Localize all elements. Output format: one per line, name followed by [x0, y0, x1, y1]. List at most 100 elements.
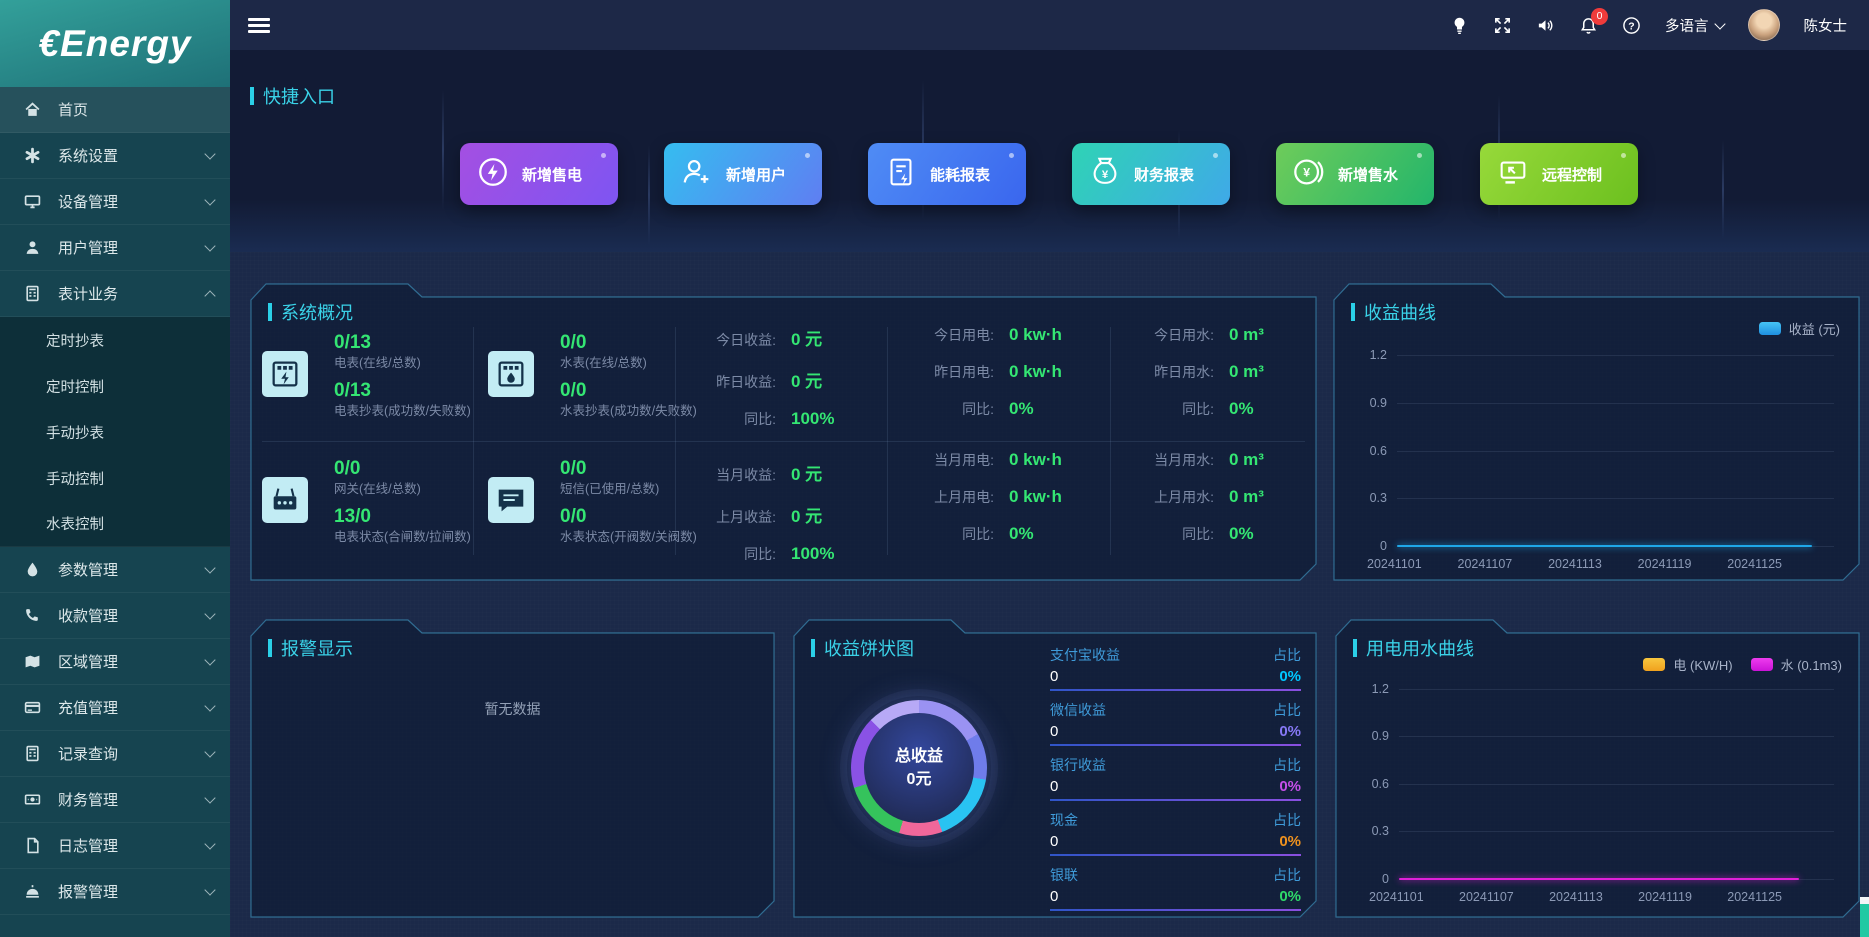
usage-chart-plot: 1.2 0.9 0.6 0.3 0 20241101 20241107 2024… — [1369, 682, 1834, 904]
bell-icon[interactable]: 0 — [1579, 7, 1608, 35]
kv-value: 0 元 — [791, 372, 823, 391]
revenue-curve-panel: 收益曲线 收益 (元) 1.2 0.9 0.6 0.3 0 20241101 2… — [1333, 283, 1860, 581]
stat-label: 水表抄表(成功数/失败数) — [560, 404, 697, 418]
hamburger-menu-icon[interactable] — [248, 17, 270, 33]
page-scrollbar-thumb[interactable] — [1860, 897, 1869, 937]
quick-entry-buttons: 新增售电 新增用户 能耗报表 ¥ 财务报表 ¥ 新增售水 — [460, 143, 1638, 205]
kv-label: 同比: — [1182, 526, 1214, 542]
sidebar-item-system-settings[interactable]: 系统设置 — [0, 133, 230, 179]
x-axis-labels: 20241101 20241107 20241113 20241119 2024… — [1367, 557, 1782, 571]
electric-meter-icon — [262, 351, 308, 397]
kv-value: 0 元 — [791, 507, 823, 526]
svg-text:?: ? — [1628, 21, 1634, 32]
divider — [887, 327, 888, 555]
revenue-chart-plot: 1.2 0.9 0.6 0.3 0 20241101 20241107 2024… — [1367, 348, 1834, 571]
avatar[interactable] — [1747, 9, 1780, 41]
kv-label: 今日用电: — [934, 327, 994, 343]
finance-report-button[interactable]: ¥ 财务报表 — [1072, 143, 1230, 205]
kv-value: 0 m³ — [1229, 325, 1264, 344]
pie-row-unionpay: 银联 占比 0 0% — [1050, 865, 1301, 911]
subitem-label: 手动控制 — [46, 471, 104, 488]
revenue-legend-item[interactable]: 收益 (元) — [1758, 319, 1840, 338]
sidebar-item-finance-mgmt[interactable]: 财务管理 — [0, 777, 230, 823]
finance-icon — [24, 791, 44, 809]
kv-value: 0 kw·h — [1009, 325, 1062, 344]
water-meter-icon — [488, 351, 534, 397]
sidebar-item-collection-mgmt[interactable]: 收款管理 — [0, 593, 230, 639]
pie-row-pct: 0% — [1279, 668, 1301, 685]
sidebar-item-alarm-mgmt[interactable]: 报警管理 — [0, 869, 230, 915]
revenue-pie-panel: 收益饼状图 总收益 0元 支付宝收益 占比 0 0% 微信收益 占比 0 0% 银行收 — [793, 619, 1317, 918]
chevron-down-icon — [204, 240, 216, 252]
y-tick: 1.2 — [1369, 348, 1387, 362]
energy-report-icon — [884, 155, 918, 193]
sidebar-item-home[interactable]: 首页 — [0, 87, 230, 133]
sidebar-item-label: 系统设置 — [58, 148, 119, 165]
water-legend-item[interactable]: 水 (0.1m3) — [1750, 655, 1842, 674]
settings-icon — [24, 147, 44, 165]
sidebar-item-record-query[interactable]: 记录查询 — [0, 731, 230, 777]
y-tick: 0.9 — [1371, 729, 1389, 743]
language-selector[interactable]: 多语言 — [1665, 15, 1726, 36]
system-overview-title: 系统概况 — [268, 299, 353, 325]
kv-label: 当月用水: — [1154, 452, 1214, 468]
pie-row-value: 0 — [1050, 668, 1059, 685]
sidebar-item-area-mgmt[interactable]: 区域管理 — [0, 639, 230, 685]
remote-control-button[interactable]: 远程控制 — [1480, 143, 1638, 205]
y-tick: 0.6 — [1371, 777, 1389, 791]
x-tick: 20241107 — [1459, 890, 1514, 904]
sidebar-subitem-scheduled-reading[interactable]: 定时抄表 — [0, 317, 230, 363]
sidebar-item-label: 用户管理 — [58, 240, 119, 257]
sidebar-item-label: 收款管理 — [58, 608, 119, 625]
sidebar-item-label: 充值管理 — [58, 700, 119, 717]
sidebar-subitem-manual-control[interactable]: 手动控制 — [0, 455, 230, 501]
kv-value: 0 m³ — [1229, 450, 1264, 469]
sidebar-item-log-mgmt[interactable]: 日志管理 — [0, 823, 230, 869]
map-icon — [24, 653, 44, 671]
kv-label: 上月用水: — [1154, 489, 1214, 505]
pie-row-pct: 0% — [1279, 833, 1301, 850]
kv-value: 0% — [1009, 399, 1034, 418]
sidebar-item-parameter-mgmt[interactable]: 参数管理 — [0, 547, 230, 593]
sidebar-item-meter-business[interactable]: 表计业务 — [0, 271, 230, 317]
sidebar-item-user-mgmt[interactable]: 用户管理 — [0, 225, 230, 271]
legend-label: 电 (KW/H) — [1673, 658, 1733, 673]
sidebar-subitem-scheduled-control[interactable]: 定时控制 — [0, 363, 230, 409]
kv-value: 0% — [1229, 524, 1254, 543]
quick-button-label: 财务报表 — [1134, 166, 1195, 184]
pie-row-label: 银行收益 — [1050, 757, 1106, 773]
svg-text:¥: ¥ — [1303, 166, 1310, 180]
coin-yuan-icon: ¥ — [1292, 155, 1326, 193]
sidebar-subitem-manual-reading[interactable]: 手动抄表 — [0, 409, 230, 455]
sidebar-item-label: 设备管理 — [58, 194, 119, 211]
x-tick: 20241101 — [1369, 890, 1424, 904]
energy-report-button[interactable]: 能耗报表 — [868, 143, 1026, 205]
x-tick: 20241113 — [1549, 890, 1603, 904]
ratio-label: 占比 — [1273, 812, 1301, 828]
fullscreen-icon[interactable] — [1493, 16, 1512, 35]
topbar: 0 ? 多语言 陈女士 — [230, 0, 1869, 50]
legend-label: 收益 (元) — [1788, 322, 1840, 337]
add-electricity-sale-button[interactable]: 新增售电 — [460, 143, 618, 205]
lightbulb-icon[interactable] — [1450, 16, 1469, 35]
y-tick: 0 — [1382, 872, 1389, 886]
system-overview-panel: 系统概况 0/13 电表(在线/总数) 0/13 电表抄表(成功数/失败数) — [250, 283, 1317, 581]
electricity-stats-column: 今日用电: 0 kw·h 昨日用电: 0 kw·h 同比: 0% 当月用电: 0 kw·… — [898, 325, 1110, 561]
sidebar-item-recharge-mgmt[interactable]: 充值管理 — [0, 685, 230, 731]
help-icon[interactable]: ? — [1622, 16, 1641, 35]
water-stats-column: 今日用水: 0 m³ 昨日用水: 0 m³ 同比: 0% 当月用水: 0 m³ 上月用水… — [1118, 325, 1330, 561]
kv-label: 同比: — [962, 401, 994, 417]
add-user-button[interactable]: 新增用户 — [664, 143, 822, 205]
electricity-legend-item[interactable]: 电 (KW/H) — [1643, 655, 1733, 674]
kv-value: 0 元 — [791, 465, 823, 484]
stat-label: 电表抄表(成功数/失败数) — [334, 404, 471, 418]
sidebar-item-device-mgmt[interactable]: 设备管理 — [0, 179, 230, 225]
main-content: 快捷入口 新增售电 新增用户 能耗报表 ¥ 财务报表 — [230, 50, 1869, 937]
sidebar-item-label: 报警管理 — [58, 884, 119, 901]
legend-swatch — [1758, 322, 1781, 335]
log-icon — [24, 837, 44, 855]
pie-row-pct: 0% — [1279, 888, 1301, 905]
add-water-sale-button[interactable]: ¥ 新增售水 — [1276, 143, 1434, 205]
speaker-icon[interactable] — [1536, 16, 1555, 35]
sidebar-subitem-water-meter-control[interactable]: 水表控制 — [0, 501, 230, 547]
